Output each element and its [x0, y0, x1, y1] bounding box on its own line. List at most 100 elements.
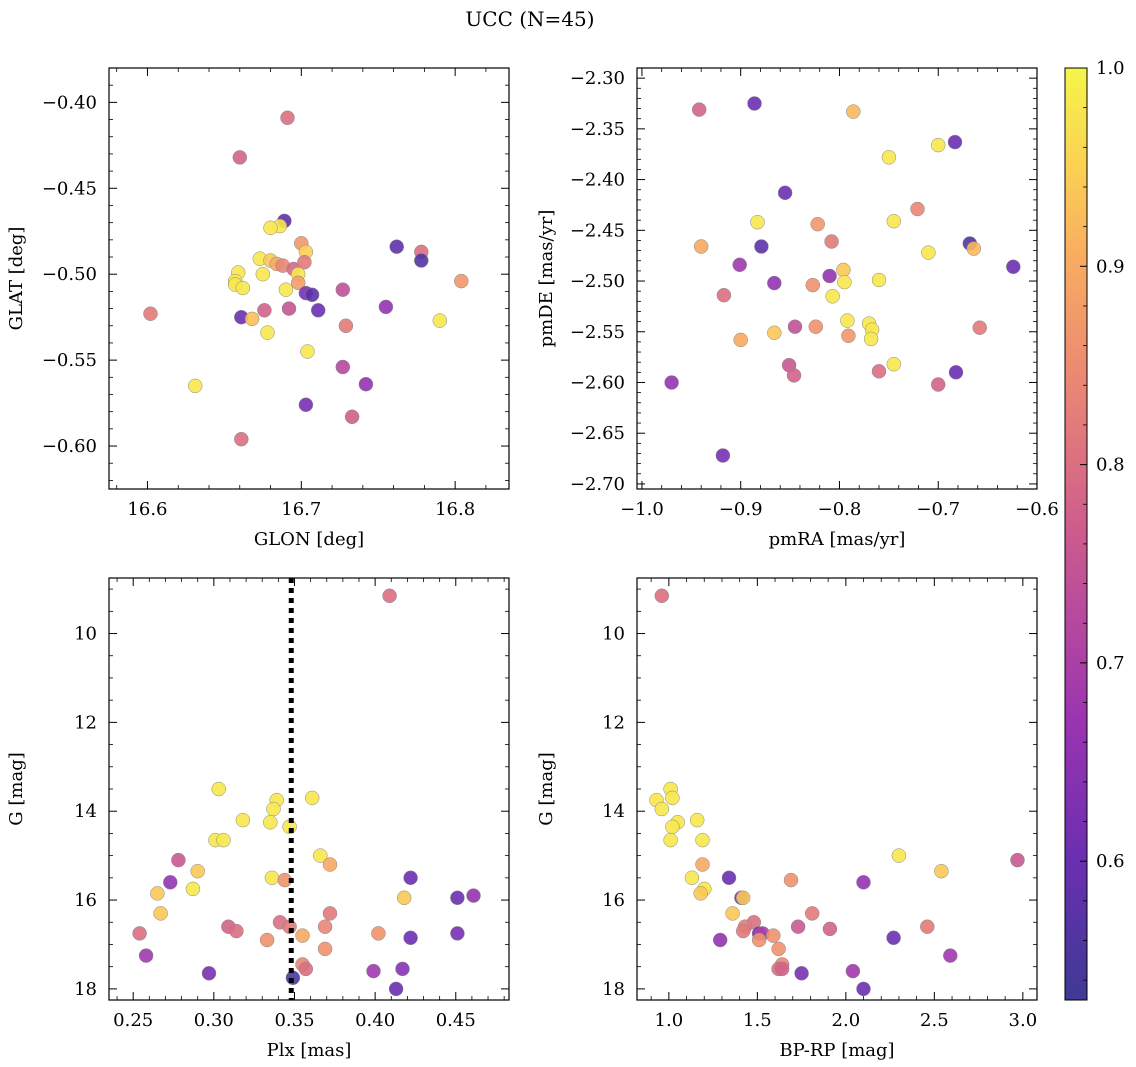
scatter-points — [664, 96, 1021, 463]
y-tick-label: 14 — [602, 801, 625, 822]
y-tick-label: −2.35 — [570, 119, 625, 140]
scatter-point — [257, 303, 272, 318]
scatter-point — [825, 289, 840, 304]
scatter-point — [389, 239, 404, 254]
scatter-point — [335, 359, 351, 375]
scatter-point — [845, 963, 861, 979]
scatter-point — [280, 110, 295, 126]
scatter-point — [663, 832, 678, 848]
scatter-point — [138, 948, 154, 963]
scatter-point — [344, 409, 360, 425]
scatter-point — [295, 928, 310, 943]
scatter-point — [871, 364, 887, 379]
scatter-points — [143, 110, 469, 447]
scatter-point — [654, 588, 670, 604]
y-tick-label: 16 — [602, 890, 625, 911]
scatter-point — [750, 214, 765, 230]
scatter-point — [304, 790, 320, 806]
y-tick-label: −2.45 — [570, 220, 625, 241]
scatter-point — [822, 268, 837, 284]
y-tick-label: −0.45 — [42, 178, 97, 199]
scatter-point — [388, 981, 404, 997]
scatter-point — [232, 150, 248, 165]
scatter-point — [777, 185, 793, 201]
scatter-point — [863, 331, 879, 347]
y-tick-label: −0.40 — [42, 92, 97, 113]
scatter-point — [358, 376, 374, 392]
scatter-point — [920, 919, 935, 934]
x-tick-label: 0.40 — [355, 1010, 395, 1031]
scatter-point — [313, 848, 328, 863]
scatter-point — [664, 375, 679, 390]
scatter-point — [808, 319, 824, 334]
scatter-point — [211, 781, 226, 797]
scatter-point — [747, 96, 762, 111]
colorbar: 0.6 0.7 0.8 0.9 1.0 — [1064, 58, 1125, 1001]
scatter-point — [947, 134, 963, 150]
scatter-point — [767, 325, 782, 341]
y-tick-label: 10 — [602, 624, 625, 645]
y-tick-label: −2.40 — [570, 170, 625, 191]
scatter-point — [910, 201, 925, 217]
scatter-point — [725, 906, 740, 921]
colorbar-gradient — [1064, 67, 1088, 1001]
scatter-point — [143, 306, 158, 321]
scatter-point — [153, 906, 168, 921]
scatter-point — [317, 941, 333, 957]
scatter-point — [263, 220, 278, 236]
scatter-point — [150, 886, 165, 901]
scatter-point — [432, 313, 448, 328]
y-tick-label: 14 — [74, 801, 97, 822]
y-tick-label: −0.55 — [42, 350, 97, 371]
scatter-point — [414, 253, 429, 268]
scatter-point — [948, 365, 964, 380]
x-tick-label: 0.30 — [194, 1010, 234, 1031]
scatter-point — [794, 966, 809, 981]
scatter-point — [654, 801, 670, 817]
scatter-point — [824, 234, 839, 249]
y-tick-label: −2.55 — [570, 322, 625, 343]
scatter-point — [466, 888, 481, 903]
y-tick-label: −2.70 — [570, 474, 625, 495]
y-tick-label: 18 — [74, 979, 97, 1000]
colorbar-tick-label: 0.9 — [1096, 256, 1125, 277]
scatter-point — [856, 875, 871, 890]
scatter-point — [317, 919, 333, 934]
x-tick-label: −0.6 — [1015, 499, 1059, 520]
scatter-point — [684, 870, 700, 886]
scatter-point — [774, 961, 790, 977]
y-axis-label: G [mag] — [536, 752, 557, 825]
scatter-point — [886, 930, 901, 946]
y-tick-label: −2.65 — [570, 423, 625, 444]
scatter-point — [822, 921, 838, 937]
scatter-point — [304, 287, 320, 303]
scatter-point — [733, 332, 748, 348]
scatter-point — [691, 102, 707, 117]
scatter-point — [693, 886, 708, 901]
scatter-point — [259, 932, 275, 948]
scatter-point — [255, 266, 271, 282]
scatter-point — [721, 870, 737, 886]
x-tick-label: −0.8 — [818, 499, 862, 520]
x-tick-label: 16.6 — [127, 499, 167, 520]
scatter-point — [403, 930, 418, 946]
scatter-point — [396, 890, 412, 906]
y-tick-label: −2.30 — [570, 68, 625, 89]
scatter-point — [263, 815, 278, 830]
scatter-point — [783, 872, 799, 888]
scatter-point — [891, 848, 907, 863]
plx-g-panel: 0.25 0.30 0.35 0.40 0.45 10 12 14 16 18 Plx [mas] G… — [6, 577, 510, 1061]
scatter-point — [235, 812, 251, 828]
scatter-point — [187, 378, 203, 394]
scatter-point — [322, 857, 338, 872]
scatter-point — [290, 275, 306, 291]
x-axis-label: GLON [deg] — [254, 529, 364, 550]
scatter-point — [322, 906, 338, 921]
y-tick-label: −2.50 — [570, 271, 625, 292]
scatter-point — [382, 588, 397, 604]
scatter-point — [966, 241, 982, 256]
scatter-point — [886, 213, 902, 229]
scatter-point — [689, 812, 705, 828]
x-tick-label: 3.0 — [1009, 1010, 1038, 1031]
